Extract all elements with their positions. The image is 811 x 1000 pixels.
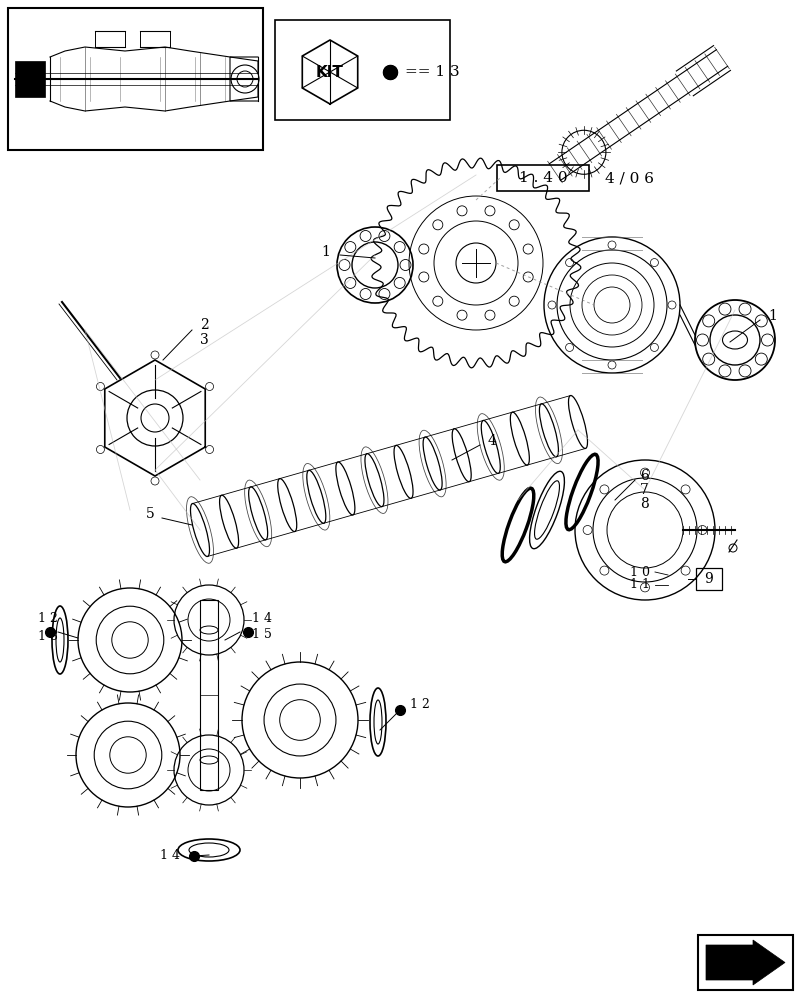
Circle shape [230,65,259,93]
Text: == 1: == 1 [405,65,444,79]
Text: KIT: KIT [315,65,344,80]
Bar [697,935,792,990]
Text: 1 1: 1 1 [629,578,649,591]
Text: 3: 3 [449,65,459,79]
Bar [8,8,263,150]
Text: 1 0: 1 0 [629,566,649,578]
Bar [496,165,588,191]
Polygon shape [705,940,784,985]
Bar [275,20,449,120]
Text: 7: 7 [639,483,648,497]
Text: 1: 1 [320,245,329,259]
Bar [695,568,721,590]
Text: 1 5: 1 5 [251,629,272,642]
Text: 3: 3 [200,333,208,347]
Text: 1 4: 1 4 [160,849,180,862]
Text: 1 4: 1 4 [251,611,272,624]
Bar [15,61,45,97]
Text: 6: 6 [639,469,648,483]
Text: 1: 1 [767,309,776,323]
Text: 1 2: 1 2 [410,698,429,712]
Bar [200,600,217,790]
Text: 1 . 4 0: 1 . 4 0 [518,171,567,185]
Text: 8: 8 [639,497,648,511]
Text: 1 3: 1 3 [38,630,58,643]
Text: 9: 9 [704,572,713,586]
Text: 4 / 0 6: 4 / 0 6 [604,171,653,185]
Text: 5: 5 [146,507,155,521]
Text: 1 2: 1 2 [38,611,58,624]
Text: 2: 2 [200,318,208,332]
Text: 4: 4 [487,434,496,448]
